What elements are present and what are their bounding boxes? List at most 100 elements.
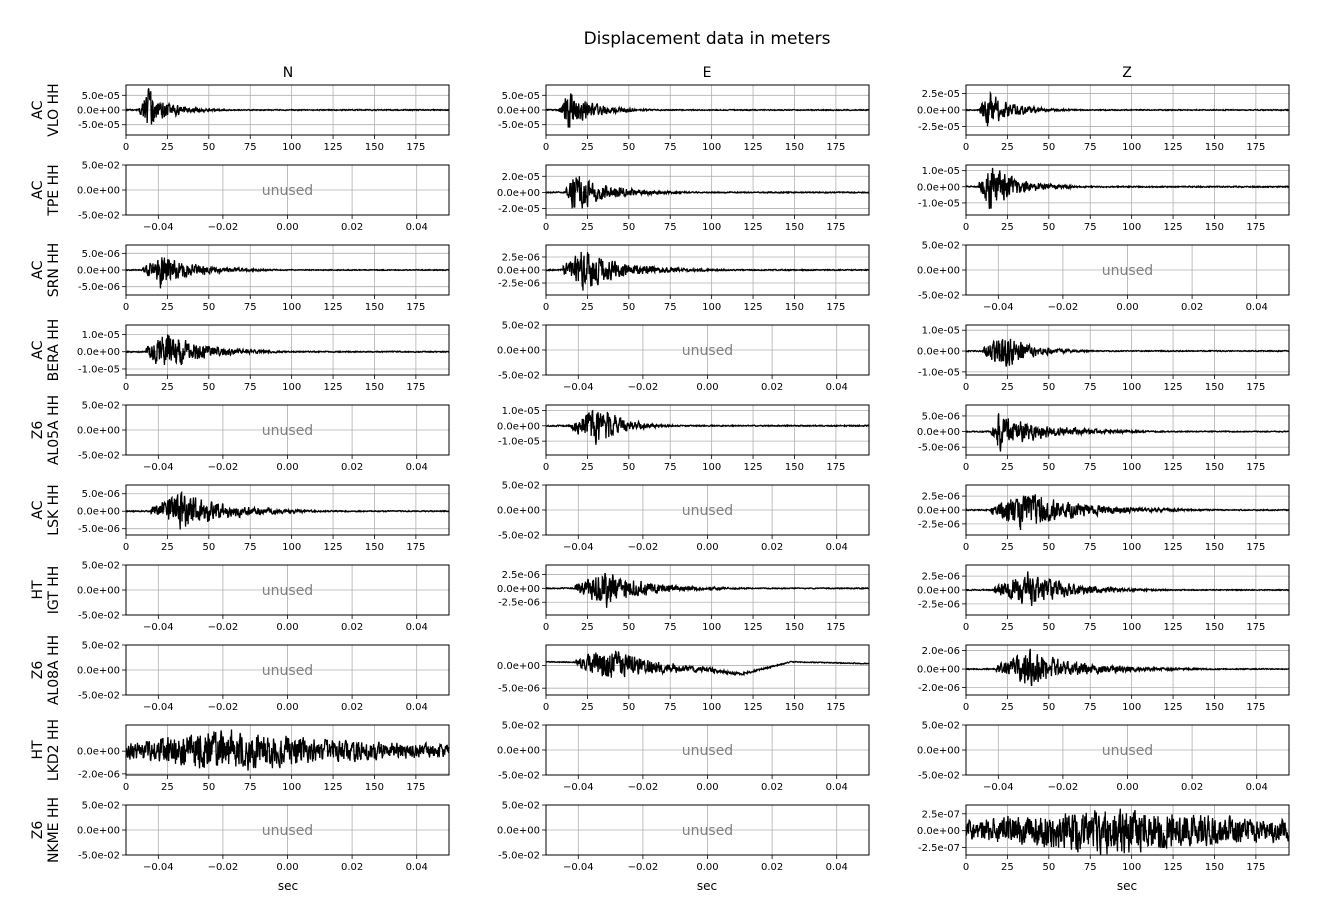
y-tick-label: -5.0e-05 (498, 120, 540, 131)
unused-label: unused (262, 823, 313, 839)
x-tick-label: 150 (365, 782, 384, 793)
station-code: IGT HH (46, 566, 62, 615)
x-tick-label: 150 (1205, 382, 1224, 393)
network-code: Z6 (30, 421, 46, 440)
y-tick-label: 1.0e-05 (82, 330, 120, 341)
station-code: BERA HH (46, 319, 62, 382)
y-tick-label: -1.0e-05 (918, 367, 960, 378)
y-tick-label: 2.0e-05 (502, 172, 540, 183)
x-tick-label: 25 (161, 782, 174, 793)
x-tick-label: 100 (1122, 382, 1141, 393)
x-tick-label: −0.04 (143, 702, 174, 713)
station-label-row-1: AC VLO HH (30, 83, 62, 136)
x-tick-label: 75 (664, 302, 677, 313)
x-tick-label: −0.02 (628, 782, 659, 793)
x-tick-label: −0.04 (143, 862, 174, 873)
network-code: Z6 (30, 661, 46, 680)
y-tick-label: 5.0e-02 (82, 161, 120, 172)
x-tick-label: −0.02 (628, 382, 659, 393)
x-tick-label: 125 (744, 302, 763, 313)
y-tick-label: -1.0e-05 (78, 364, 120, 375)
y-tick-label: -2.0e-06 (78, 769, 120, 780)
x-tick-label: 175 (1246, 622, 1265, 633)
x-tick-label: 175 (1246, 702, 1265, 713)
x-tick-label: 50 (1042, 382, 1055, 393)
x-tick-label: 25 (1001, 222, 1014, 233)
waveform-line (965, 413, 1290, 452)
x-tick-label: 100 (1122, 702, 1141, 713)
station-code: LKD2 HH (46, 719, 62, 781)
x-tick-label: −0.04 (563, 782, 594, 793)
network-code: AC (30, 500, 46, 519)
waveform-line (965, 808, 1290, 856)
x-tick-label: 0.02 (761, 382, 783, 393)
axes-frame (965, 324, 1290, 376)
x-tick-label: 0.04 (406, 702, 428, 713)
column-title-z: Z (1122, 65, 1132, 81)
unused-label: unused (682, 343, 733, 359)
x-tick-label: 75 (1084, 542, 1097, 553)
x-tick-label: 175 (406, 142, 425, 153)
panel-r7-n: unused −0.04 −0.02 0.00 0.02 0.04 5.0e-02 0.0e+… (77, 561, 450, 633)
x-tick-label: 0 (543, 462, 549, 473)
x-tick-label: 125 (324, 302, 343, 313)
y-tick-label: -5.0e-02 (78, 691, 120, 702)
waveform-line (966, 571, 1290, 606)
x-tick-label: 100 (1122, 862, 1141, 873)
y-tick-label: 0.0e+00 (77, 747, 120, 758)
x-tick-label: −0.04 (143, 622, 174, 633)
y-tick-label: 0.0e+00 (497, 421, 540, 432)
x-tick-label: 25 (581, 142, 594, 153)
y-tick-label: 2.5e-06 (922, 492, 960, 503)
x-tick-label: 0 (123, 142, 129, 153)
y-tick-label: 1.0e-05 (922, 166, 960, 177)
x-tick-label: 175 (406, 382, 425, 393)
y-tick-label: -5.0e-06 (78, 282, 120, 293)
unused-label: unused (262, 663, 313, 679)
x-tick-label: 100 (282, 142, 301, 153)
y-tick-label: 5.0e-06 (922, 411, 960, 422)
panel-r1-e: 0 25 50 75 100 125 150 175 5.0e-05 0.0e+00 -5.0e-0… (497, 84, 870, 153)
x-tick-label: 150 (1205, 622, 1224, 633)
y-tick-label: 2.5e-06 (922, 572, 960, 583)
network-code: AC (30, 340, 46, 359)
y-tick-label: 5.0e-02 (502, 801, 540, 812)
axes-frame (125, 724, 450, 776)
x-tick-label: 100 (702, 702, 721, 713)
x-tick-label: 0 (963, 862, 969, 873)
y-tick-label: 0.0e+00 (497, 106, 540, 117)
station-label-row-5: Z6 AL05A HH (30, 395, 62, 465)
x-tick-label: 0.00 (1116, 302, 1138, 313)
x-tick-label: 175 (1246, 542, 1265, 553)
x-tick-label: 0.02 (341, 222, 363, 233)
y-tick-label: 0.0e+00 (497, 346, 540, 357)
y-tick-label: 0.0e+00 (77, 586, 120, 597)
x-tick-label: 25 (581, 462, 594, 473)
x-tick-label: 150 (1205, 862, 1224, 873)
x-tick-label: 150 (365, 302, 384, 313)
y-tick-label: 2.5e-05 (922, 89, 960, 100)
x-tick-label: 125 (744, 702, 763, 713)
x-tick-label: 75 (1084, 702, 1097, 713)
x-tick-label: 0.04 (406, 462, 428, 473)
x-tick-label: 0.04 (826, 382, 848, 393)
x-tick-label: 75 (664, 142, 677, 153)
x-tick-label: −0.04 (983, 782, 1014, 793)
x-tick-label: 75 (664, 222, 677, 233)
x-tick-label: 0 (543, 302, 549, 313)
x-tick-label: −0.02 (1048, 782, 1079, 793)
y-tick-label: 0.0e+00 (77, 666, 120, 677)
y-tick-label: -2.5e-06 (918, 519, 960, 530)
x-tick-label: −0.02 (208, 702, 239, 713)
station-code: VLO HH (46, 83, 62, 136)
x-tick-label: 25 (581, 302, 594, 313)
x-tick-label: 0 (123, 782, 129, 793)
x-tick-label: 0.02 (341, 862, 363, 873)
axes-frame (545, 404, 870, 456)
panel-r7-e: 0 25 50 75 100 125 150 175 2.5e-06 0.0e+00 -2.5e-0… (497, 564, 870, 633)
y-tick-label: 5.0e-05 (82, 91, 120, 102)
x-tick-label: 75 (664, 462, 677, 473)
x-tick-label: 100 (702, 222, 721, 233)
panel-r7-z: 0 25 50 75 100 125 150 175 2.5e-06 0.0e+00 -2.5e-0… (917, 564, 1290, 633)
panel-r10-z: 0 25 50 75 100 125 150 175 2.5e-07 0.0e+00 -2.5e-0… (917, 804, 1290, 873)
